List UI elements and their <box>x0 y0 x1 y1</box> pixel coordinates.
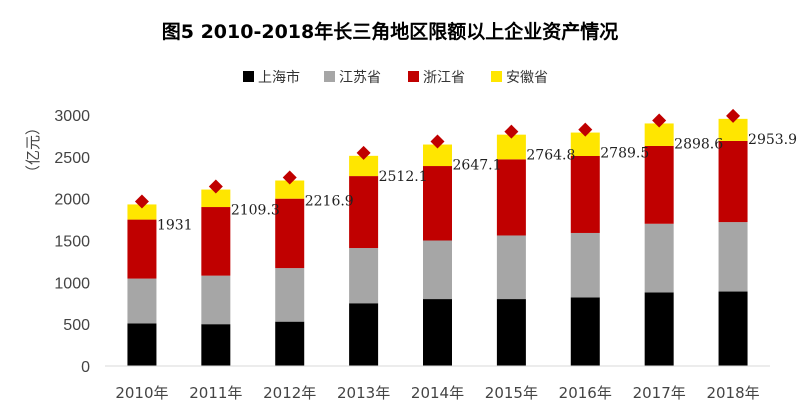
total-marker <box>652 113 667 128</box>
legend-swatch <box>491 71 502 82</box>
total-data-label: 2789.5 <box>600 146 649 162</box>
bar-segment <box>496 235 526 300</box>
bar-segment <box>349 155 379 177</box>
total-data-label: 1931 <box>157 217 193 233</box>
x-tick-label: 2013年 <box>337 384 390 402</box>
bar-segment <box>275 180 305 199</box>
bar-segment <box>570 132 600 156</box>
x-tick-label: 2014年 <box>411 384 464 402</box>
bar-segment <box>349 176 379 249</box>
bar-segment <box>644 123 674 146</box>
bar-segment <box>570 155 600 233</box>
legend-label: 江苏省 <box>339 70 381 86</box>
x-tick-label: 2015年 <box>485 384 538 402</box>
total-marker <box>504 124 519 139</box>
bar-segment <box>423 166 452 241</box>
bar-segment <box>718 291 748 366</box>
legend-label: 浙江省 <box>423 70 465 86</box>
total-marker <box>578 122 593 137</box>
bar-segment <box>718 118 748 141</box>
bar-segment <box>127 278 157 324</box>
legend: 上海市 江苏省 浙江省 安徽省 <box>243 69 548 86</box>
bar-segment <box>644 145 674 224</box>
bar-segment <box>201 324 231 366</box>
bar-segment <box>496 299 526 366</box>
y-tick-label: 3000 <box>54 108 90 125</box>
bar-segment <box>349 248 379 304</box>
chart-title: 图5 2010-2018年长三角地区限额以上企业资产情况 <box>162 20 618 43</box>
total-data-label: 2512.1 <box>379 169 428 185</box>
legend-swatch <box>408 71 419 82</box>
total-data-label: 2109.3 <box>231 203 280 219</box>
total-marker <box>282 170 297 185</box>
total-marker <box>726 108 741 123</box>
bar-segment <box>275 268 305 322</box>
legend-label: 上海市 <box>258 69 300 86</box>
y-tick-label: 1000 <box>54 275 90 292</box>
legend-label: 安徽省 <box>506 70 548 86</box>
total-markers <box>134 108 741 209</box>
bar-segment <box>201 275 231 325</box>
bar-segment <box>127 219 157 279</box>
total-marker <box>356 145 371 160</box>
y-tick-label: 2000 <box>54 192 90 209</box>
total-labels: 1931 2109.3 2216.9 2512.1 2647.1 2764.8 2789.5… <box>157 132 797 234</box>
y-tick-label: 2500 <box>54 150 90 167</box>
x-tick-label: 2011年 <box>189 384 242 402</box>
bar-segment <box>718 222 748 292</box>
total-marker <box>430 134 445 149</box>
bar-segment <box>201 189 231 208</box>
bar-segment <box>570 297 600 366</box>
bar-segment <box>718 140 748 223</box>
total-data-label: 2216.9 <box>305 194 354 210</box>
y-tick-label: 1500 <box>54 234 90 251</box>
y-axis: 0 500 1000 1500 2000 2500 3000 <box>54 108 90 376</box>
bar-segment <box>127 204 157 220</box>
total-marker <box>208 179 223 194</box>
total-data-label: 2764.8 <box>526 148 575 164</box>
bar-segment <box>423 240 452 300</box>
bar-segment <box>496 134 526 160</box>
x-tick-label: 2016年 <box>559 384 612 402</box>
legend-swatch <box>324 71 335 82</box>
x-tick-label: 2010年 <box>115 384 168 402</box>
bar-segment <box>570 232 600 298</box>
bar-segment <box>349 303 379 366</box>
bar-segment <box>423 299 452 366</box>
bars <box>127 118 748 366</box>
bar-segment <box>423 144 452 167</box>
bar-segment <box>496 159 526 236</box>
x-axis: 2010年 2011年 2012年 2013年 2014年 2015年 2016年 2017年… <box>105 365 770 402</box>
y-tick-label: 500 <box>63 317 90 334</box>
total-marker <box>134 194 149 209</box>
y-axis-label: （亿元） <box>24 120 42 180</box>
bar-segment <box>644 292 674 366</box>
legend-swatch <box>243 71 254 82</box>
bar-segment <box>127 323 157 366</box>
bar-segment <box>275 321 305 366</box>
total-data-label: 2647.1 <box>453 158 502 174</box>
bar-segment <box>201 207 231 276</box>
x-tick-label: 2018年 <box>706 384 759 402</box>
total-data-label: 2953.9 <box>748 132 797 148</box>
y-tick-label: 0 <box>81 359 90 376</box>
bar-segment <box>275 198 305 269</box>
x-tick-label: 2017年 <box>633 384 686 402</box>
x-tick-label: 2012年 <box>263 384 316 402</box>
bar-segment <box>644 223 674 293</box>
total-data-label: 2898.6 <box>674 136 723 152</box>
